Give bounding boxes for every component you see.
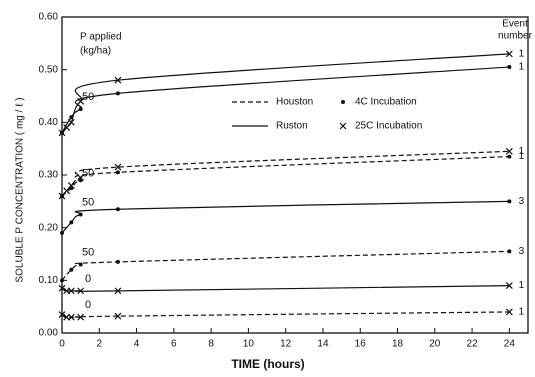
series-line (61, 285, 510, 292)
event-label: 1 (519, 62, 525, 73)
data-point (115, 207, 120, 212)
data-point (339, 122, 347, 130)
x-tick-label: 18 (392, 339, 404, 350)
x-tick-label: 10 (243, 339, 255, 350)
y-tick-label: 0.60 (39, 12, 59, 23)
x-tick-label: 22 (467, 339, 479, 350)
y-tick-label: 0.30 (39, 170, 59, 181)
data-point (69, 115, 74, 120)
data-point (60, 130, 64, 135)
data-point (115, 259, 120, 264)
x-tick-label: 6 (171, 339, 177, 350)
series-line (61, 311, 510, 318)
data-point (67, 287, 75, 295)
x-tick-label: 16 (355, 339, 367, 350)
data-point (78, 212, 83, 217)
event-label: 1 (519, 146, 525, 157)
event-label: 1 (519, 151, 525, 162)
x-tick-label: 12 (280, 339, 292, 350)
y-tick-label: 0.10 (39, 275, 59, 286)
data-point (341, 100, 345, 104)
data-point (78, 262, 83, 267)
data-point (69, 186, 74, 191)
annotation: P applied (80, 32, 122, 43)
annotation: Event (502, 19, 528, 30)
data-point (114, 76, 122, 84)
data-point (60, 230, 64, 235)
data-point (78, 107, 83, 112)
y-axis-label: SOLUBLE P CONCENTRATION ( mg / ℓ ) (15, 97, 26, 282)
data-point (114, 287, 122, 295)
x-tick-label: 20 (429, 339, 441, 350)
series-line (61, 200, 510, 234)
annotation: (kg/ha) (80, 46, 111, 57)
x-tick-label: 14 (317, 339, 329, 350)
data-point (69, 220, 74, 225)
legend-label: Houston (276, 97, 313, 108)
data-point (58, 284, 66, 292)
x-tick-label: 2 (96, 339, 102, 350)
legend-label: Ruston (276, 121, 308, 132)
data-point (115, 91, 120, 96)
data-point (505, 50, 513, 58)
event-label: 1 (519, 307, 525, 318)
data-point (507, 65, 512, 70)
data-point (60, 278, 64, 283)
data-point (67, 313, 75, 321)
annotation: number (498, 31, 533, 42)
x-tick-label: 24 (504, 339, 516, 350)
event-label: 3 (519, 246, 525, 257)
legend-label: 25C Incubation (355, 121, 422, 132)
data-point (507, 249, 512, 254)
plot-frame (61, 16, 529, 334)
data-point (78, 178, 83, 183)
x-axis-label: TIME (hours) (231, 357, 304, 371)
y-tick-label: 0.50 (39, 64, 59, 75)
curve-label: 50 (82, 167, 94, 179)
data-point (505, 308, 513, 316)
x-tick-label: 0 (59, 339, 65, 350)
y-tick-label: 0.40 (39, 117, 59, 128)
curve-label: 0 (85, 273, 91, 285)
series-line (61, 150, 510, 197)
data-point (114, 163, 122, 171)
data-point (507, 154, 512, 159)
curve-label: 50 (82, 196, 94, 208)
data-point (114, 312, 122, 320)
curve-label: 50 (82, 246, 94, 258)
data-point (77, 313, 85, 321)
x-tick-label: 8 (208, 339, 214, 350)
data-point (58, 311, 66, 318)
event-label: 1 (519, 49, 525, 60)
data-point (505, 282, 513, 290)
curve-label: 0 (85, 299, 91, 311)
data-point (60, 194, 64, 199)
series-line (61, 155, 510, 197)
event-label: 3 (519, 196, 525, 207)
data-point (77, 287, 85, 295)
event-label: 1 (519, 280, 525, 291)
data-point (507, 199, 512, 204)
data-point (115, 170, 120, 175)
x-tick-label: 4 (134, 339, 140, 350)
series-line (61, 250, 510, 281)
data-point (69, 267, 74, 272)
y-tick-label: 0.20 (39, 222, 59, 233)
y-tick-label: 0.00 (39, 328, 59, 339)
curve-label: 50 (82, 91, 94, 103)
legend-label: 4C Incubation (355, 97, 417, 108)
data-point (505, 147, 513, 155)
data-point (67, 182, 75, 189)
